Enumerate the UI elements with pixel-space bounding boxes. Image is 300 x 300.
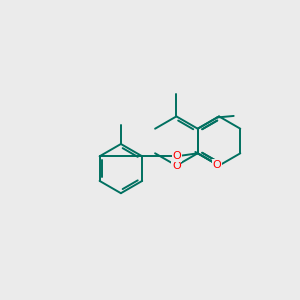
Text: O: O bbox=[213, 160, 222, 170]
Text: O: O bbox=[172, 160, 181, 171]
Text: O: O bbox=[172, 151, 181, 161]
